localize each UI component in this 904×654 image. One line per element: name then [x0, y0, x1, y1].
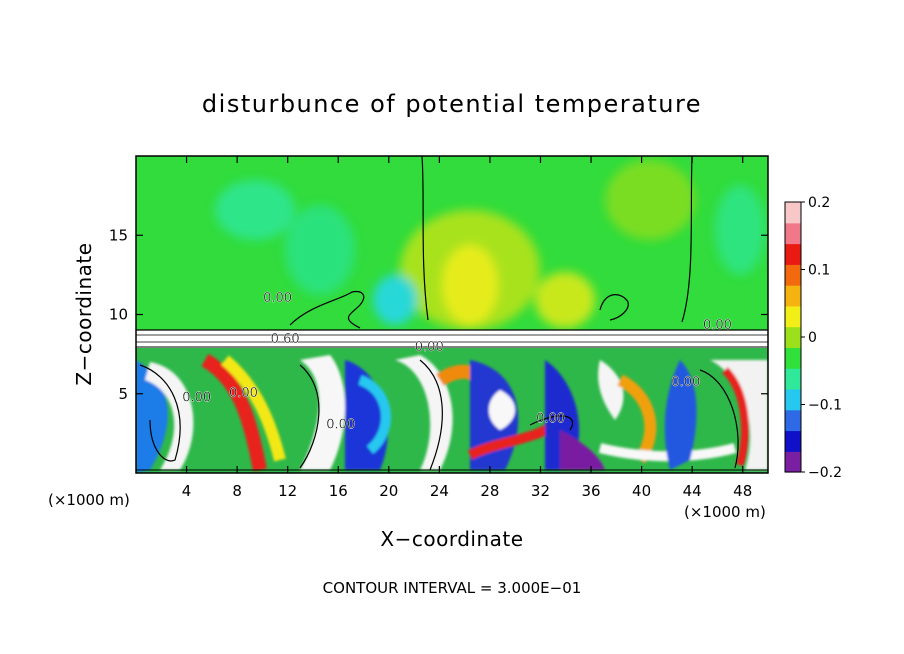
colorbar-swatch	[785, 368, 801, 390]
eddy-yellow	[221, 355, 286, 462]
contour-label-layer: 0.00 0.60 0.00 0.00 0.00 0.00 0.00 0.00 0.00	[182, 291, 732, 433]
colorbar-swatch	[785, 222, 801, 245]
x-tick-label: 16	[329, 482, 348, 500]
eddy-white	[300, 355, 345, 470]
colorbar-tick-label: 0	[808, 330, 817, 346]
colorbar-swatch	[785, 409, 801, 432]
contour-line	[299, 364, 320, 469]
eddy-blue	[664, 360, 697, 470]
eddy-cyan	[358, 375, 391, 454]
contour-label: 0.00	[703, 318, 732, 333]
colorbar-swatch	[785, 285, 801, 307]
green-patch	[215, 180, 295, 240]
colorbar-tick-label: 0.2	[808, 195, 830, 211]
heatmap-field: 0.00 0.60 0.00 0.00 0.00 0.00 0.00 0.00 0.00	[136, 156, 768, 473]
colorbar-swatch	[785, 451, 801, 473]
colorbar-swatch	[785, 264, 801, 286]
eddy-purple	[560, 430, 605, 470]
x-tick-label: 36	[581, 482, 600, 500]
contour-label: 0.00	[536, 411, 565, 426]
contour-label: 0.00	[182, 391, 211, 406]
x-tick-label: 8	[232, 482, 242, 500]
lime-patch	[605, 160, 695, 240]
y-tick-label: 5	[118, 385, 128, 403]
x-tick-label: 44	[683, 482, 702, 500]
green-patch	[285, 205, 355, 295]
colorbar-tick-label: 0.1	[808, 263, 830, 279]
yellow-anomaly-core	[442, 245, 498, 325]
turbulent-eddies	[136, 353, 768, 473]
colorbar-swatch	[785, 243, 801, 265]
eddy-white	[395, 355, 453, 470]
x-unit-left: (×1000 m)	[48, 491, 130, 509]
x-tick-label: 12	[278, 482, 297, 500]
eddy-white	[598, 360, 624, 420]
y-axis-label: Z−coordinate	[72, 242, 96, 385]
y-tick-label: 15	[109, 226, 128, 244]
eddy-red	[201, 353, 267, 472]
x-tick-label: 24	[430, 482, 449, 500]
yellow-anomaly-patch-right	[535, 272, 595, 328]
y-tick-label: 10	[109, 306, 128, 324]
contour-line	[529, 415, 574, 431]
eddy-orange	[617, 374, 657, 464]
x-tick-label: 28	[480, 482, 499, 500]
colorbar: 0.2 0.1 0 −0.1 −0.2	[784, 195, 842, 481]
colorbar-swatch	[785, 347, 801, 369]
contour-line	[419, 359, 443, 471]
eddy-white	[488, 390, 515, 430]
contour-label: 0.00	[415, 340, 444, 355]
chart-title: disturbunce of potential temperature	[202, 90, 702, 118]
upper-layer-shading	[215, 160, 765, 330]
eddy-white	[145, 362, 194, 470]
x-axis-label: X−coordinate	[380, 527, 523, 551]
colorbar-tick-label: −0.2	[808, 465, 842, 481]
colorbar-swatch	[785, 326, 801, 348]
x-tick-label: 40	[632, 482, 651, 500]
contour-line	[681, 156, 693, 323]
colorbar-swatch	[785, 430, 801, 452]
x-axis: 4 8 12 16 20 24 28 32 36 40 44 48	[182, 156, 752, 500]
colorbar-swatch	[785, 202, 801, 224]
x-tick-label: 32	[531, 482, 550, 500]
x-tick-label: 48	[733, 482, 752, 500]
contour-line	[289, 290, 365, 329]
contour-label: 0.00	[671, 375, 700, 390]
eddy-white	[710, 360, 768, 470]
colorbar-swatch	[785, 305, 801, 328]
x-tick-label: 4	[182, 482, 192, 500]
colorbar-tick-label: −0.1	[808, 398, 842, 414]
y-axis: 5 10 15	[109, 226, 768, 403]
contour-label: 0.60	[271, 332, 300, 347]
contour-interval-note: CONTOUR INTERVAL = 3.000E−01	[323, 579, 582, 597]
x-tick-label: 20	[379, 482, 398, 500]
contour-line	[599, 294, 629, 321]
stable-layer-band	[136, 330, 768, 344]
green-patch	[715, 185, 765, 275]
eddy-red	[722, 367, 749, 467]
contour-label: 0.00	[326, 418, 355, 433]
contour-line	[421, 156, 429, 321]
contour-lines	[136, 156, 768, 471]
contour-line	[699, 369, 739, 469]
eddy-white	[598, 443, 737, 462]
contour-line	[139, 364, 181, 462]
colorbar-swatch	[785, 388, 801, 411]
x-unit-right: (×1000 m)	[684, 503, 766, 521]
contour-label: 0.00	[263, 291, 292, 306]
contour-label: 0.00	[229, 386, 258, 401]
cyan-anomaly-patch	[373, 275, 417, 325]
